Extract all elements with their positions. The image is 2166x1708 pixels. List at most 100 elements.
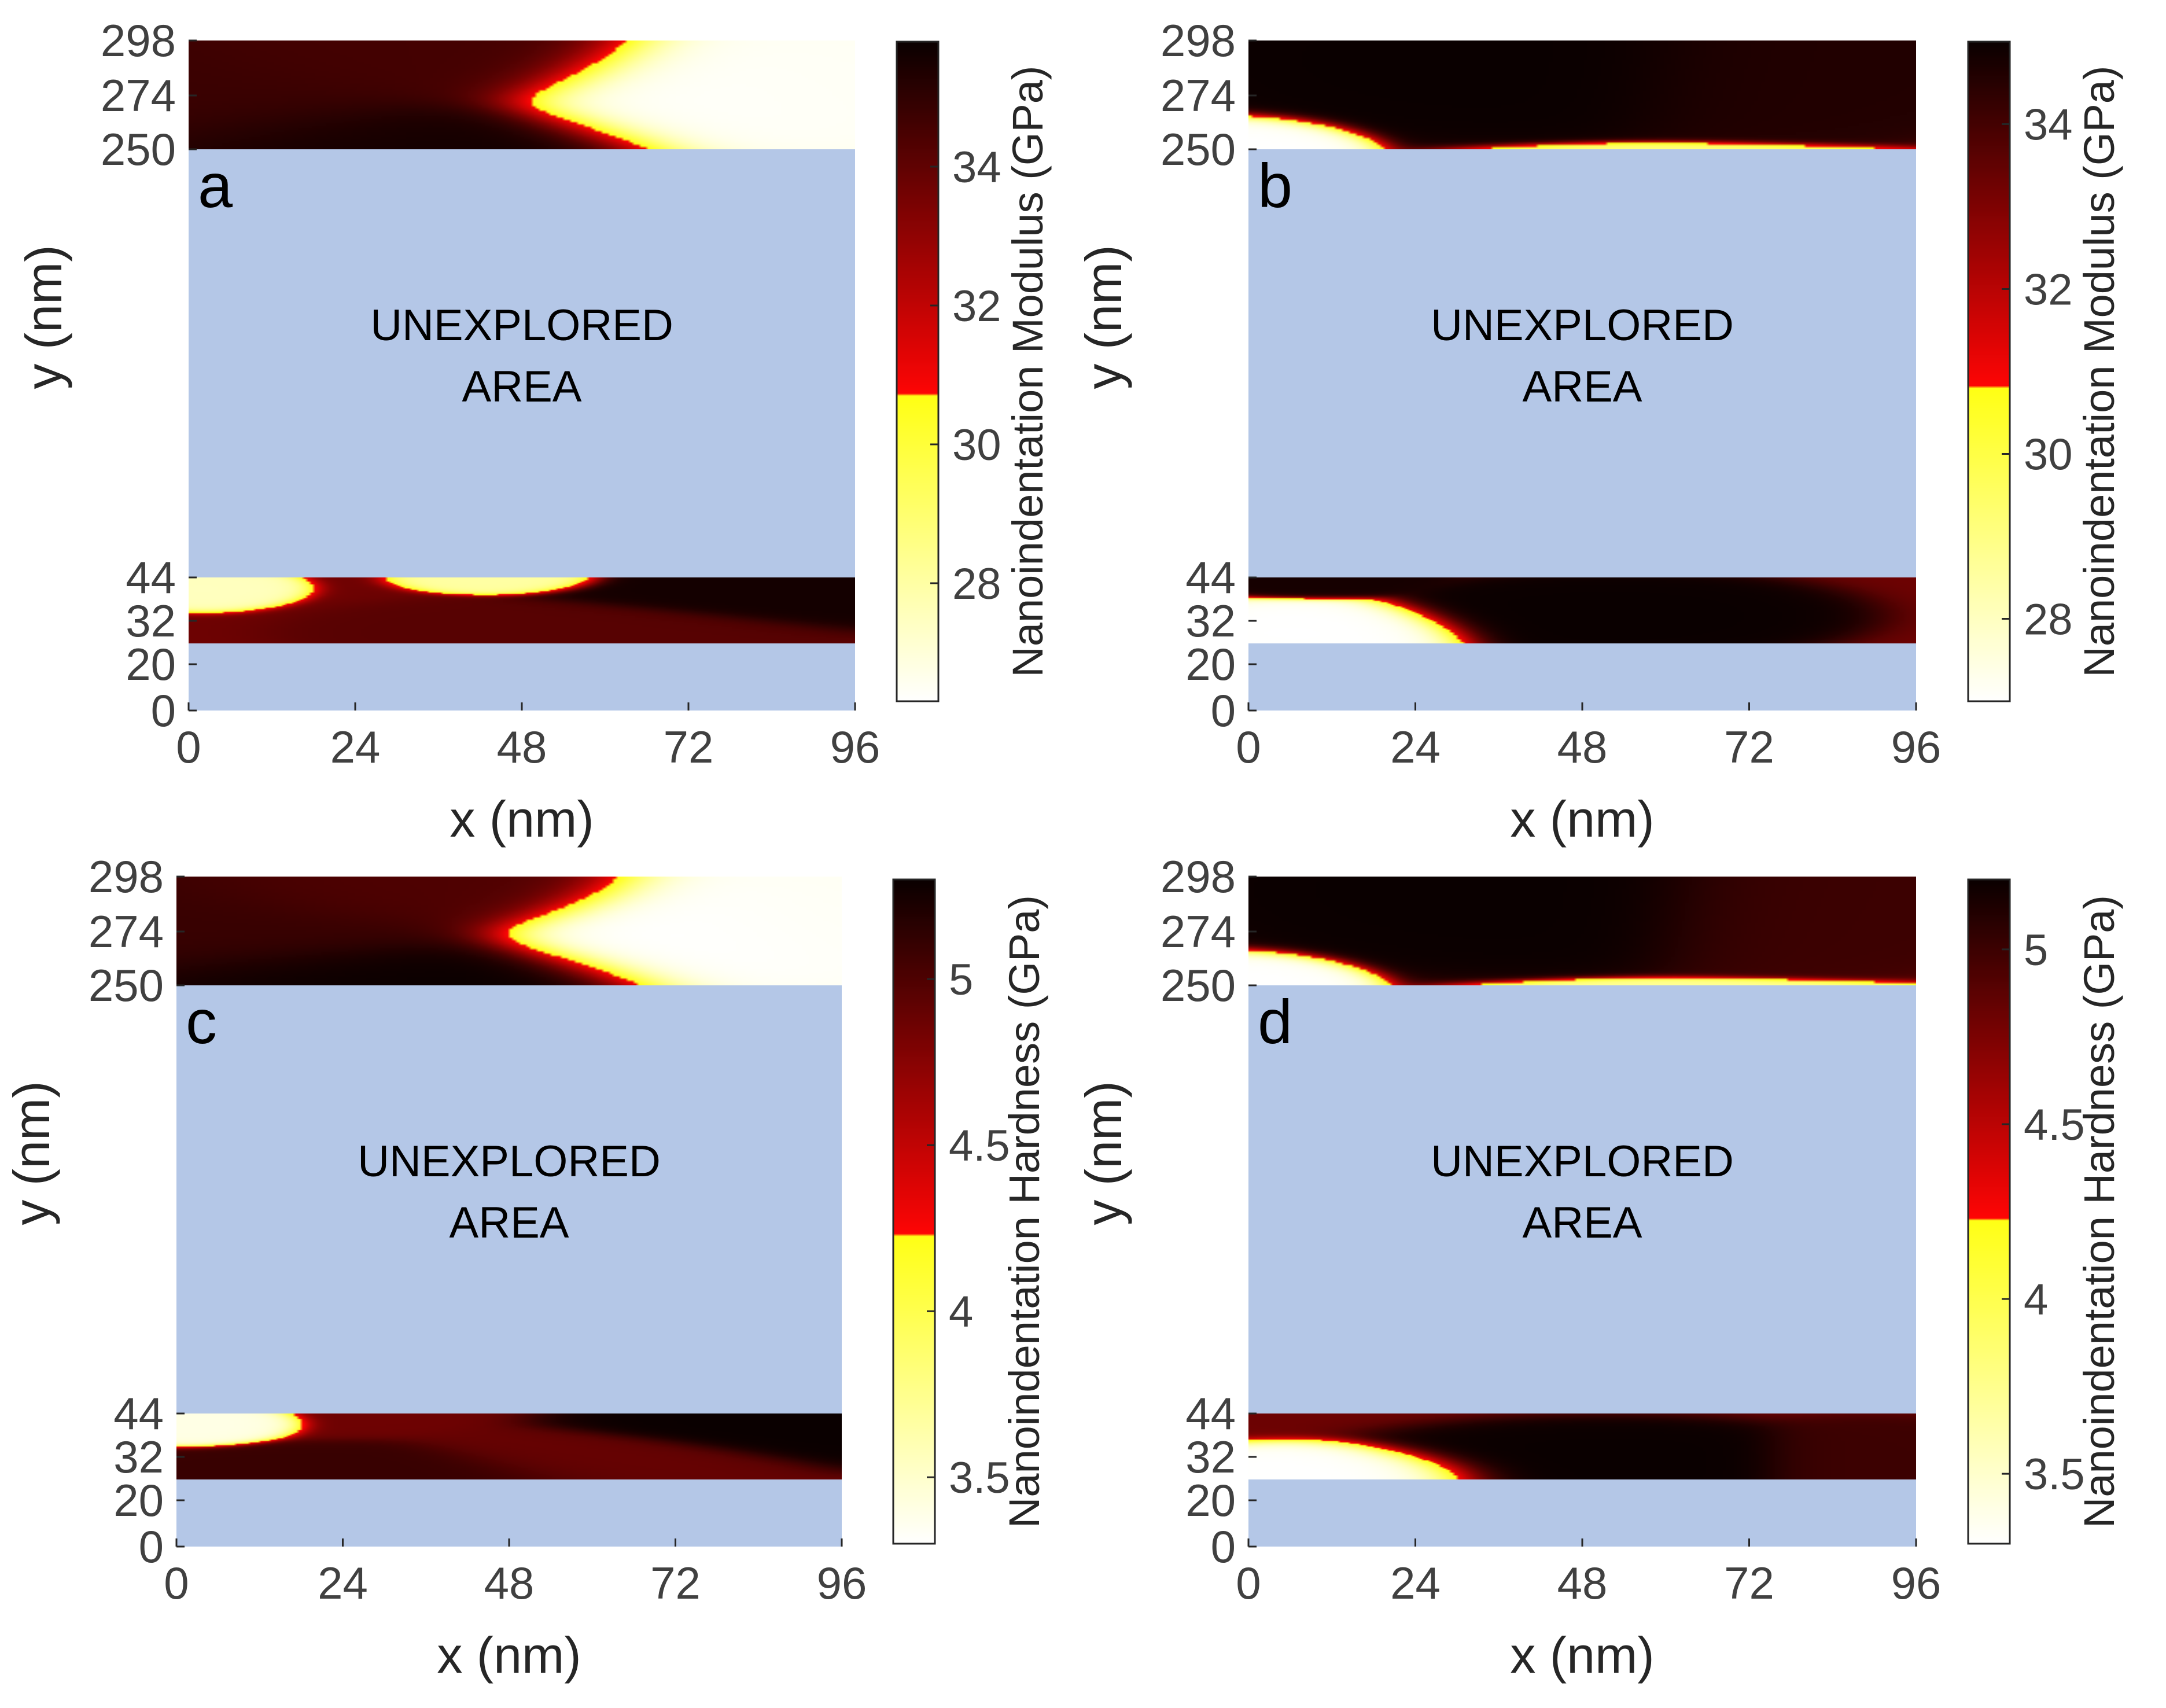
colorbar-frame xyxy=(896,41,940,702)
colorbar-label: Nanoindentation Hardness (GPa) xyxy=(1000,895,1048,1528)
y-tick-label: 20 xyxy=(1185,1475,1236,1526)
colorbar-gradient xyxy=(893,879,935,1544)
colorbar-gradient xyxy=(897,42,938,701)
colorbar-tick-label: 28 xyxy=(2024,595,2073,645)
x-tick-label: 96 xyxy=(817,1558,867,1608)
heatmap-band-top xyxy=(189,41,855,149)
panel-label: d xyxy=(1258,986,1292,1057)
x-axis-label: x (nm) xyxy=(437,1626,581,1684)
unexplored-area-label: AREA xyxy=(462,362,582,411)
unexplored-area-label: UNEXPLORED xyxy=(1431,301,1734,350)
heatmap-band-bottom xyxy=(1248,577,1916,643)
colorbar-tick-label: 32 xyxy=(2024,266,2073,315)
y-tick-label: 298 xyxy=(89,851,164,902)
y-axis-label: y (nm) xyxy=(1075,245,1132,389)
y-tick-label: 44 xyxy=(126,552,176,603)
x-tick-label: 96 xyxy=(1891,722,1942,772)
colorbar-gradient xyxy=(1968,42,2010,701)
x-tick-label: 24 xyxy=(330,722,381,772)
colorbar-tick-label: 5 xyxy=(2024,926,2048,975)
x-tick-label: 48 xyxy=(1557,722,1608,772)
y-tick-label: 274 xyxy=(89,906,164,957)
y-tick-label: 44 xyxy=(1185,552,1236,603)
y-tick-label: 298 xyxy=(101,15,176,66)
heatmap-band-bottom xyxy=(176,1413,842,1479)
y-tick-label: 274 xyxy=(1161,906,1236,957)
colorbar-tick-label: 34 xyxy=(952,143,1001,192)
x-tick-label: 72 xyxy=(1724,1558,1774,1608)
unexplored-area-label: UNEXPLORED xyxy=(358,1137,661,1186)
panel-label: c xyxy=(186,986,217,1057)
y-tick-label: 298 xyxy=(1161,851,1236,902)
y-tick-label: 32 xyxy=(113,1431,164,1482)
x-tick-label: 0 xyxy=(164,1558,189,1608)
y-tick-label: 298 xyxy=(1161,15,1236,66)
x-tick-label: 48 xyxy=(497,722,547,772)
colorbar-tick-label: 32 xyxy=(952,282,1001,331)
heatmap-band-top xyxy=(1248,877,1916,985)
y-tick-label: 20 xyxy=(1185,639,1236,690)
colorbar-label: Nanoindentation Hardness (GPa) xyxy=(2075,895,2123,1528)
heatmap-band-bottom xyxy=(189,577,855,643)
x-tick-label: 24 xyxy=(318,1558,368,1608)
unexplored-area-label: AREA xyxy=(1523,362,1642,411)
colorbar-tick-label: 4 xyxy=(2024,1275,2048,1324)
y-tick-label: 250 xyxy=(101,124,176,175)
y-tick-label: 250 xyxy=(1161,124,1236,175)
y-tick-label: 44 xyxy=(1185,1388,1236,1439)
y-tick-label: 0 xyxy=(1211,1521,1236,1572)
y-tick-label: 274 xyxy=(1161,70,1236,121)
y-tick-label: 0 xyxy=(151,685,176,736)
x-axis-label: x (nm) xyxy=(1510,790,1654,848)
colorbar-frame xyxy=(892,878,936,1545)
x-tick-label: 48 xyxy=(484,1558,535,1608)
heatmap-band-top xyxy=(176,877,842,985)
colorbar-tick-label: 3.5 xyxy=(949,1453,1010,1503)
y-tick-label: 32 xyxy=(1185,595,1236,646)
y-axis-label: y (nm) xyxy=(15,245,72,389)
x-tick-label: 96 xyxy=(830,722,881,772)
panel-label: a xyxy=(198,150,233,220)
colorbar-frame xyxy=(1967,41,2011,702)
y-axis-label: y (nm) xyxy=(1075,1081,1132,1225)
x-tick-label: 96 xyxy=(1891,1558,1942,1608)
y-tick-label: 0 xyxy=(139,1521,164,1572)
y-tick-label: 250 xyxy=(89,960,164,1011)
unexplored-area-label: UNEXPLORED xyxy=(1431,1137,1734,1186)
colorbar-tick-label: 4.5 xyxy=(2024,1100,2085,1150)
x-tick-label: 48 xyxy=(1557,1558,1608,1608)
x-tick-label: 72 xyxy=(664,722,714,772)
colorbar-tick-label: 5 xyxy=(949,955,973,1004)
y-tick-label: 44 xyxy=(113,1388,164,1439)
y-tick-label: 250 xyxy=(1161,960,1236,1011)
x-axis-label: x (nm) xyxy=(450,790,594,848)
panel-label: b xyxy=(1258,150,1292,220)
unexplored-area-label: AREA xyxy=(450,1198,569,1247)
x-tick-label: 72 xyxy=(1724,722,1774,772)
colorbar-tick-label: 28 xyxy=(952,559,1001,609)
colorbar-tick-label: 3.5 xyxy=(2024,1450,2085,1499)
unexplored-area-label: AREA xyxy=(1523,1198,1642,1247)
colorbar-frame xyxy=(1967,878,2011,1545)
y-tick-label: 274 xyxy=(101,70,176,121)
colorbar-tick-label: 4.5 xyxy=(949,1121,1010,1170)
y-tick-label: 0 xyxy=(1211,685,1236,736)
y-tick-label: 32 xyxy=(1185,1431,1236,1482)
colorbar-label: Nanoindentation Modulus (GPa) xyxy=(2075,65,2123,677)
y-tick-label: 20 xyxy=(126,639,176,690)
x-tick-label: 0 xyxy=(1236,722,1261,772)
x-tick-label: 0 xyxy=(176,722,201,772)
colorbar-gradient xyxy=(1968,879,2010,1544)
colorbar-tick-label: 30 xyxy=(2024,430,2073,480)
x-tick-label: 72 xyxy=(650,1558,701,1608)
x-axis-label: x (nm) xyxy=(1510,1626,1654,1684)
colorbar-tick-label: 34 xyxy=(2024,101,2073,150)
x-tick-label: 0 xyxy=(1236,1558,1261,1608)
heatmap-band-bottom xyxy=(1248,1413,1916,1479)
colorbar-tick-label: 4 xyxy=(949,1287,973,1337)
